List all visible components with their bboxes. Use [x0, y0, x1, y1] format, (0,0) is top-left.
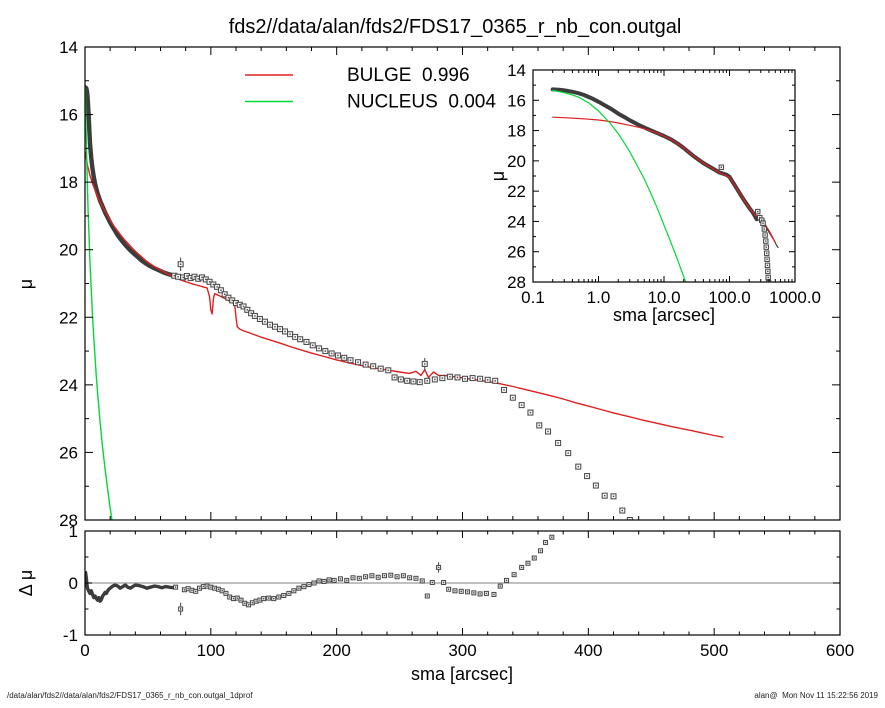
y-tick-label: 14	[507, 61, 526, 80]
x-tick-label: 300	[448, 641, 476, 660]
footer-user-timestamp: alan@ Mon Nov 11 15:22:56 2019	[754, 691, 878, 700]
x-tick-label: 200	[322, 641, 350, 660]
residual-x-axis-label: sma [arcsec]	[411, 664, 513, 684]
x-tick-label: 400	[574, 641, 602, 660]
main-plot: 14 16 18 20 22 24 26 28	[59, 38, 841, 530]
y-tick-label: -1	[63, 626, 78, 645]
inset-y-axis-label: μ	[488, 171, 508, 181]
plot-title: fds2//data/alan/fds2/FDS17_0365_r_nb_con…	[229, 16, 682, 38]
x-tick-label: 100.0	[708, 288, 751, 307]
legend-label-bulge: BULGE 0.996	[347, 65, 470, 86]
y-tick-label: 16	[507, 91, 526, 110]
x-tick-label: 0	[80, 641, 89, 660]
y-tick-label: 18	[507, 122, 526, 141]
legend-label-nucleus: NUCLEUS 0.004	[347, 92, 496, 113]
y-tick-label: 20	[59, 241, 78, 260]
y-tick-label: 20	[507, 152, 526, 171]
x-tick-label: 1.0	[587, 288, 611, 307]
y-tick-label: 22	[59, 308, 78, 327]
y-tick-label: 0	[69, 574, 78, 593]
inset-plot: 0.1 1.0 10.0 100.0 1000.0 14 16 18 20 22 24 26 28	[507, 61, 821, 307]
y-tick-label: 22	[507, 182, 526, 201]
y-tick-label: 24	[59, 376, 78, 395]
inset-x-axis-label: sma [arcsec]	[613, 305, 715, 325]
y-tick-label: 28	[507, 273, 526, 292]
main-y-axis-label: μ	[16, 279, 36, 289]
x-tick-label: 0.1	[521, 288, 545, 307]
y-tick-label: 24	[507, 212, 526, 231]
y-tick-label: 26	[507, 243, 526, 262]
x-tick-label: 500	[700, 641, 728, 660]
footer-path: /data/alan/fds2//data/alan/fds2/FDS17_03…	[7, 691, 253, 700]
x-tick-label: 100	[197, 641, 225, 660]
y-tick-label: 26	[59, 443, 78, 462]
legend: BULGE 0.996 NUCLEUS 0.004	[245, 65, 496, 113]
x-tick-label: 1000.0	[769, 288, 821, 307]
x-tick-label: 10.0	[647, 288, 680, 307]
y-tick-label: 16	[59, 106, 78, 125]
y-tick-label: 1	[69, 522, 78, 541]
residual-y-axis-label: Δ μ	[16, 570, 36, 596]
y-tick-label: 14	[59, 38, 78, 57]
x-tick-label: 600	[826, 641, 854, 660]
y-tick-label: 28	[59, 511, 78, 530]
y-tick-label: 18	[59, 173, 78, 192]
